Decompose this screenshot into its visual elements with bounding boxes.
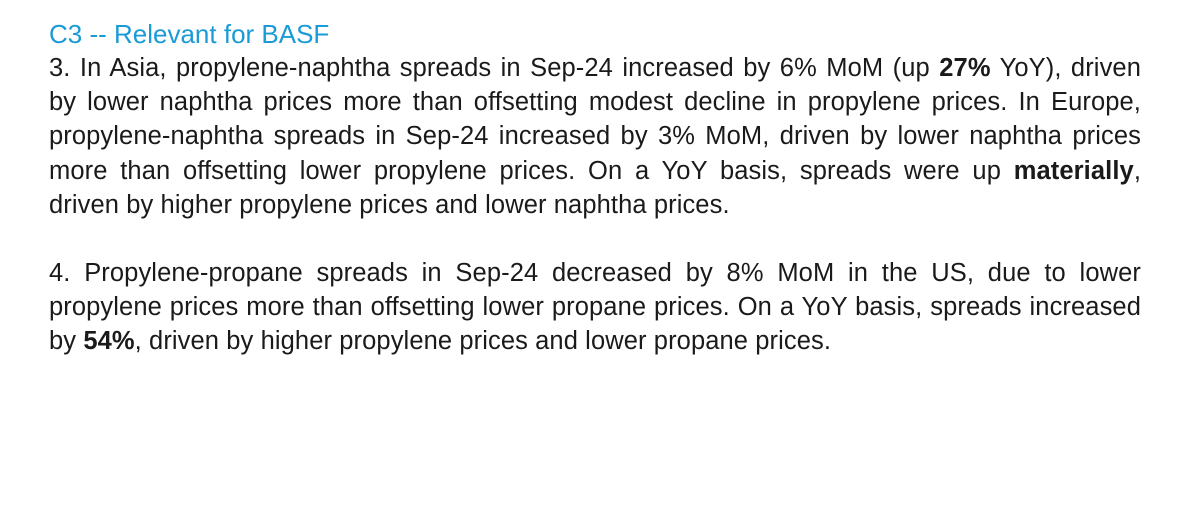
highlight-materially: materially: [1013, 156, 1134, 185]
paragraph-text: 3. In Asia, propylene-naphtha spreads in…: [49, 54, 940, 82]
paragraph-text: , driven by higher propylene prices and …: [134, 327, 832, 356]
paragraph-text: 4. Propylene-propane spreads in Sep-24 d…: [49, 259, 1141, 356]
document-body: C3 -- Relevant for BASF 3. In Asia, prop…: [49, 17, 1141, 359]
paragraph-text: , driven by higher propylene prices and …: [49, 156, 1141, 219]
paragraph-text: YoY), driven by lower naphtha prices mor…: [49, 54, 1141, 185]
paragraph-us: 4. Propylene-propane spreads in Sep-24 d…: [49, 256, 1141, 359]
highlight-yoy-us: 54%: [83, 327, 135, 356]
section-heading: C3 -- Relevant for BASF: [49, 19, 330, 49]
paragraph-asia-europe: 3. In Asia, propylene-naphtha spreads in…: [49, 51, 1141, 222]
highlight-yoy-asia: 27%: [939, 54, 991, 82]
